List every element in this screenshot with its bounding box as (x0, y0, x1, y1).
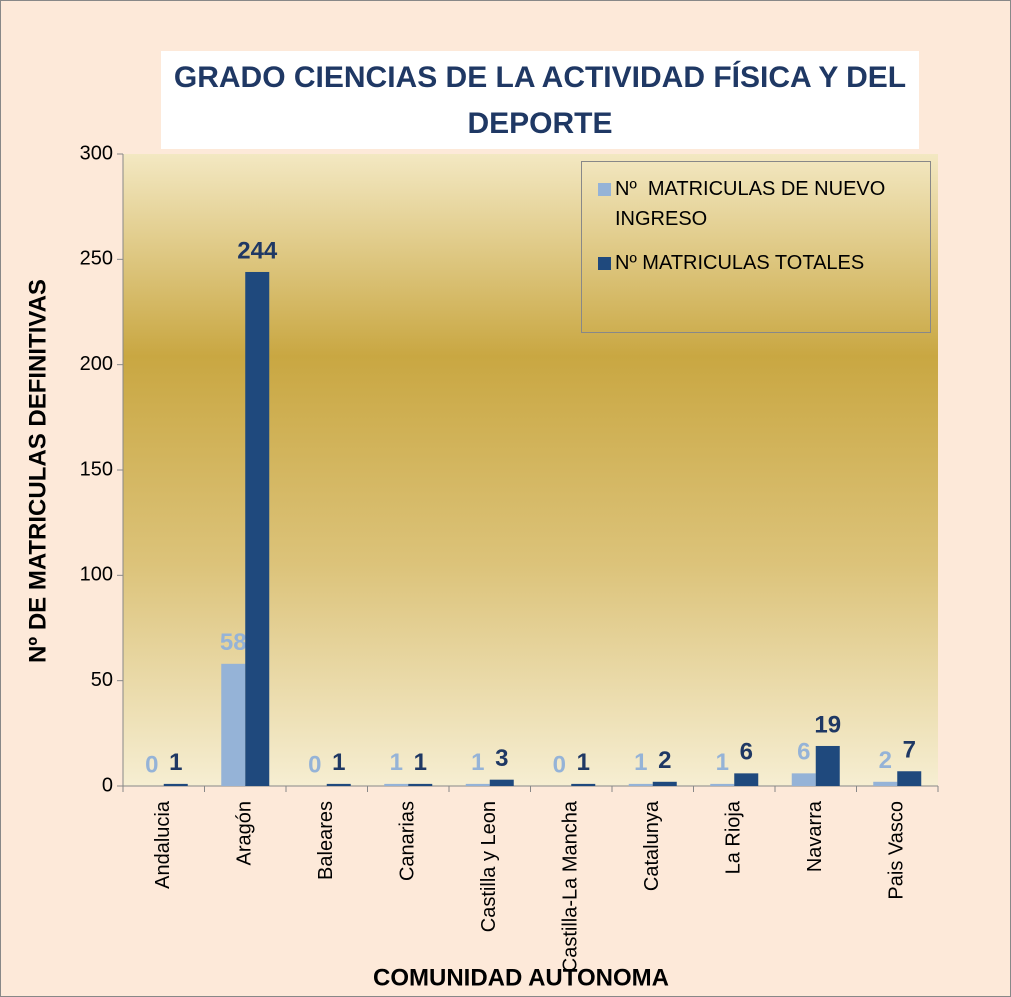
legend-swatch (598, 183, 611, 196)
bar (221, 663, 246, 786)
x-tick-label: Navarra (804, 800, 826, 872)
bar (384, 783, 409, 786)
data-label: 0 (308, 751, 321, 778)
data-label: 244 (237, 237, 278, 264)
data-label: 19 (814, 711, 841, 738)
legend: Nº MATRICULAS DE NUEVO INGRESO Nº MATRICU… (581, 161, 931, 333)
bar (873, 781, 898, 786)
bar (408, 783, 433, 786)
data-label: 58 (220, 629, 247, 656)
bar (465, 783, 490, 786)
x-tick-label: Canarias (397, 801, 419, 881)
data-label: 1 (390, 749, 403, 776)
data-label: 7 (903, 737, 916, 764)
bar (815, 745, 840, 786)
y-tick-label: 100 (80, 564, 113, 586)
bar (489, 779, 514, 786)
bar (710, 783, 735, 786)
data-label: 6 (797, 739, 810, 766)
data-label: 1 (332, 749, 345, 776)
chart-title: GRADO CIENCIAS DE LA ACTIVIDAD FÍSICA Y … (161, 51, 919, 149)
data-label: 1 (414, 749, 427, 776)
x-tick-label: Castilla y Leon (478, 801, 500, 932)
x-tick-label: Castilla-La Mancha (560, 800, 582, 972)
x-tick-label: Aragón (234, 801, 256, 866)
bar (245, 271, 270, 786)
data-label: 1 (634, 749, 647, 776)
y-tick-label: 250 (80, 248, 113, 270)
bar (897, 771, 922, 786)
bar (326, 783, 351, 786)
bar (734, 773, 759, 786)
x-axis-title: COMUNIDAD AUTONOMA (373, 964, 669, 991)
data-label: 2 (658, 747, 671, 774)
data-label: 2 (879, 747, 892, 774)
bar (571, 783, 596, 786)
x-tick-label: Andalucia (152, 800, 174, 889)
legend-swatch (598, 257, 611, 270)
legend-item: Nº MATRICULAS DE NUEVO INGRESO (598, 174, 920, 234)
data-label: 1 (471, 749, 484, 776)
y-tick-label: 0 (102, 774, 113, 796)
y-tick-label: 300 (80, 142, 113, 164)
bar (652, 781, 677, 786)
data-label: 0 (145, 751, 158, 778)
data-label: 1 (716, 749, 729, 776)
data-label: 3 (495, 745, 508, 772)
y-tick-label: 150 (80, 458, 113, 480)
data-label: 1 (577, 749, 590, 776)
x-tick-label: La Rioja (723, 800, 745, 874)
x-tick-label: Pais Vasco (886, 801, 908, 900)
data-label: 0 (553, 751, 566, 778)
data-label: 6 (740, 739, 753, 766)
legend-label: Nº MATRICULAS DE NUEVO INGRESO (615, 178, 891, 230)
data-label: 1 (169, 749, 182, 776)
legend-label: Nº MATRICULAS TOTALES (615, 252, 865, 274)
x-tick-label: Catalunya (641, 800, 663, 891)
bar (163, 783, 188, 786)
y-tick-label: 200 (80, 353, 113, 375)
x-tick-label: Baleares (315, 801, 337, 880)
bar (791, 773, 816, 786)
legend-item: Nº MATRICULAS TOTALES (598, 248, 920, 278)
bar (628, 783, 653, 786)
y-axis-title: Nº DE MATRICULAS DEFINITIVAS (24, 279, 51, 663)
y-tick-label: 50 (91, 669, 113, 691)
